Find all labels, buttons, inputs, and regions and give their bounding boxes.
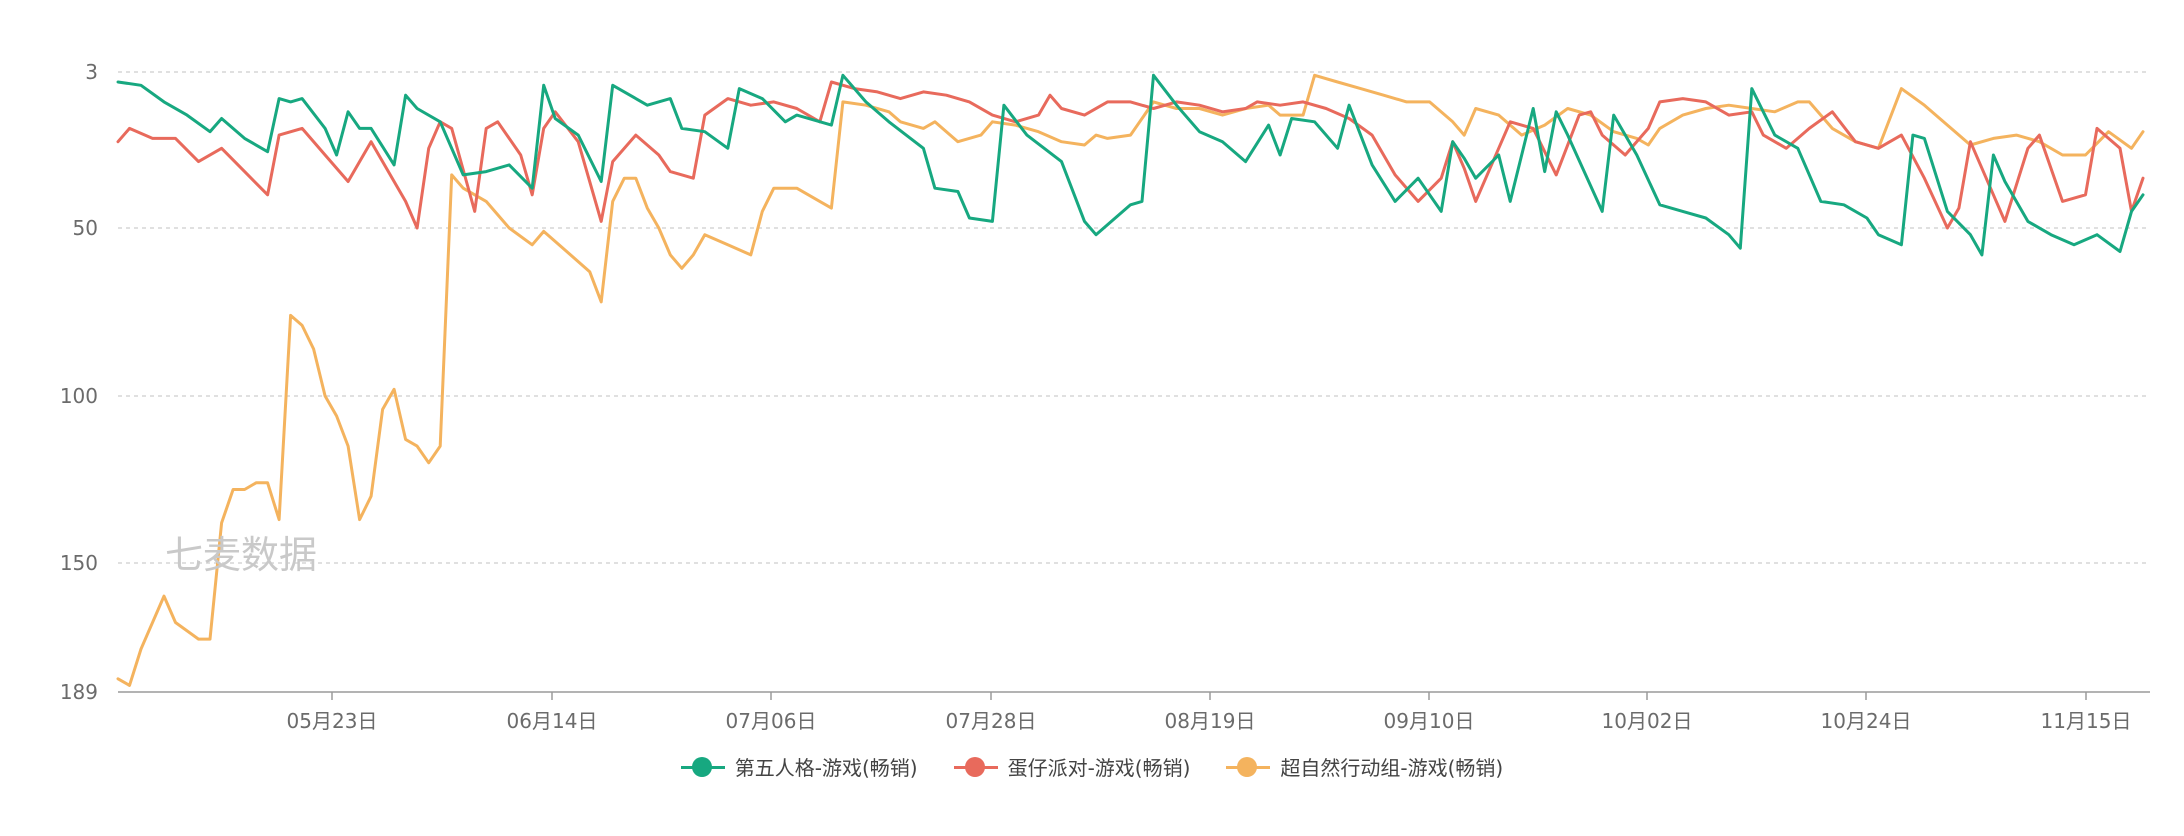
series-lines bbox=[116, 73, 2145, 687]
x-tick-label: 05月23日 bbox=[287, 709, 378, 733]
x-tick-label: 10月02日 bbox=[1602, 709, 1693, 733]
x-tick-label: 09月10日 bbox=[1384, 709, 1475, 733]
gridlines bbox=[118, 71, 2150, 564]
x-tick-label: 08月19日 bbox=[1165, 709, 1256, 733]
legend-swatch bbox=[1226, 756, 1271, 777]
y-tick-label: 3 bbox=[85, 60, 98, 84]
watermark: 七麦数据 bbox=[165, 533, 318, 577]
x-tick-label: 10月24日 bbox=[1821, 709, 1912, 733]
y-tick-label: 50 bbox=[73, 216, 98, 240]
x-tick-label: 07月06日 bbox=[726, 709, 817, 733]
x-tick-label: 11月15日 bbox=[2041, 709, 2132, 733]
legend-label: 蛋仔派对-游戏(畅销) bbox=[1007, 756, 1191, 780]
legend-swatch bbox=[680, 756, 725, 777]
legend-item[interactable]: 超自然行动组-游戏(畅销) bbox=[1226, 752, 1503, 781]
legend-label: 超自然行动组-游戏(畅销) bbox=[1280, 756, 1504, 780]
legend-item[interactable]: 蛋仔派对-游戏(畅销) bbox=[953, 752, 1191, 781]
legend: 第五人格-游戏(畅销) 蛋仔派对-游戏(畅销) 超自然行动组-游戏(畅销) bbox=[0, 752, 2184, 781]
x-tick-label: 06月14日 bbox=[507, 709, 598, 733]
y-axis-ticks: 3 50 100 150 189 bbox=[60, 60, 98, 704]
y-tick-label: 150 bbox=[60, 551, 98, 575]
x-tick-label: 07月28日 bbox=[946, 709, 1037, 733]
x-axis: 05月23日 06月14日 07月06日 07月28日 08月19日 09月10日 10月0… bbox=[118, 691, 2150, 733]
series-line-0 bbox=[116, 73, 2145, 257]
legend-item[interactable]: 第五人格-游戏(畅销) bbox=[680, 752, 918, 781]
series-line-2 bbox=[116, 73, 2145, 687]
legend-swatch bbox=[953, 756, 998, 777]
y-tick-label: 100 bbox=[60, 384, 98, 408]
series-line-1 bbox=[116, 80, 2145, 230]
y-tick-label: 189 bbox=[60, 680, 98, 704]
legend-label: 第五人格-游戏(畅销) bbox=[734, 756, 918, 780]
